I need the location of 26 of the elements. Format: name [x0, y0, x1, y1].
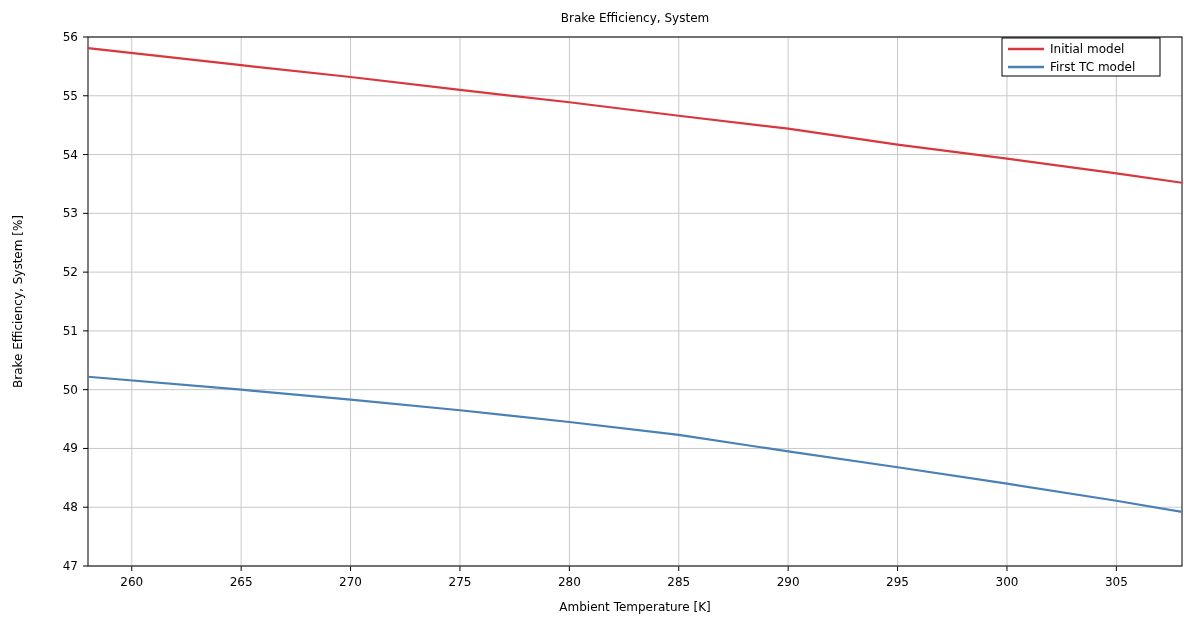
chart-title: Brake Efficiency, System [560, 11, 710, 25]
x-tick-label: 275 [448, 575, 472, 589]
legend-label: Initial model [1050, 42, 1125, 56]
y-tick-label: 56 [62, 30, 78, 44]
y-tick-label: 48 [62, 500, 78, 515]
y-tick-label: 51 [62, 323, 78, 338]
y-tick-label: 54 [62, 147, 78, 162]
x-tick-label: 285 [667, 575, 691, 589]
x-tick-label: 305 [1104, 575, 1128, 589]
x-tick-label: 295 [886, 575, 910, 589]
x-tick-label: 290 [776, 575, 800, 589]
y-tick-label: 47 [62, 559, 78, 573]
y-tick-label: 55 [62, 88, 78, 103]
y-tick-label: 53 [62, 206, 78, 221]
x-tick-label: 270 [339, 575, 363, 589]
x-tick-label: 260 [120, 575, 144, 589]
legend-label: First TC model [1050, 60, 1136, 74]
x-tick-label: 300 [995, 575, 1019, 589]
y-tick-label: 50 [62, 382, 78, 397]
x-tick-label: 280 [557, 575, 581, 589]
y-tick-label: 52 [62, 265, 78, 280]
x-tick-label: 265 [229, 575, 253, 589]
y-axis-title: Brake Efficiency, System [%] [11, 215, 25, 388]
line-series [86, 375, 1184, 514]
y-tick-label: 49 [62, 441, 78, 456]
x-axis-title: Ambient Temperature [K] [559, 600, 711, 614]
